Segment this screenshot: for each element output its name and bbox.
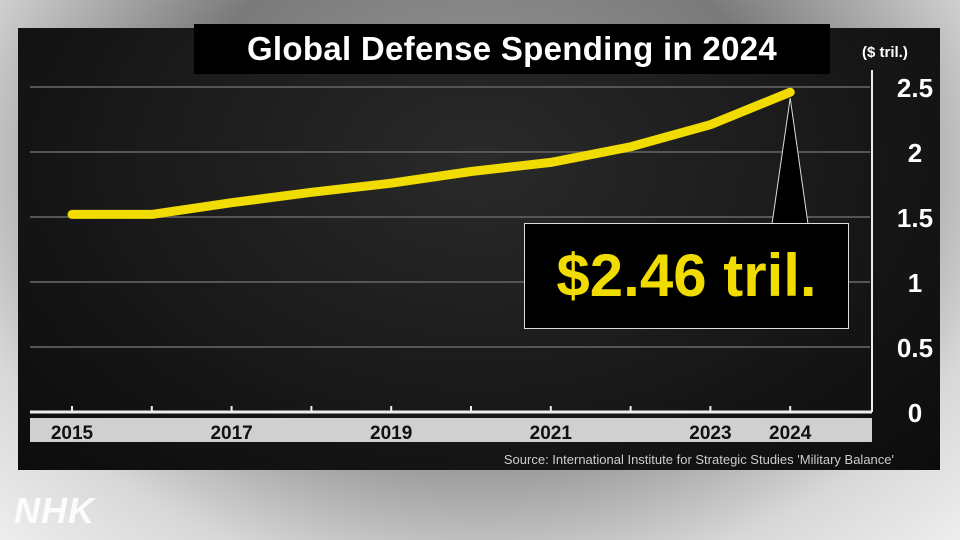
data-point	[549, 161, 552, 164]
x-tick-label: 2024	[769, 423, 812, 444]
nhk-logo: NHK	[14, 490, 95, 531]
callout-pointer	[771, 98, 809, 225]
y-axis-unit: ($ tril.)	[862, 44, 908, 61]
y-tick-label: 1	[908, 268, 922, 298]
data-point	[71, 213, 73, 216]
data-point	[470, 170, 472, 173]
y-tick-label: 0	[908, 398, 922, 428]
y-tick-label: 2	[908, 138, 922, 168]
data-point	[390, 182, 393, 185]
chart-title: Global Defense Spending in 2024	[194, 24, 830, 74]
x-tick-label: 2017	[210, 423, 252, 444]
data-point	[310, 191, 313, 194]
data-point	[709, 123, 712, 126]
data-point	[230, 201, 233, 204]
source-note: Source: International Institute for Stra…	[503, 452, 894, 467]
y-tick-label: 1.5	[897, 203, 933, 233]
value-callout: $2.46 tril.	[524, 223, 849, 329]
data-line	[67, 87, 795, 219]
x-tick-label: 2019	[370, 423, 412, 444]
x-axis-band	[30, 418, 872, 442]
x-tick-label: 2021	[530, 423, 573, 444]
data-point	[150, 213, 153, 216]
x-tick-label: 2023	[689, 423, 731, 444]
y-tick-label: 2.5	[897, 73, 933, 103]
y-tick-label: 0.5	[897, 333, 933, 363]
x-tick-label: 2015	[51, 423, 94, 444]
data-point	[629, 145, 632, 148]
data-point	[789, 91, 792, 94]
